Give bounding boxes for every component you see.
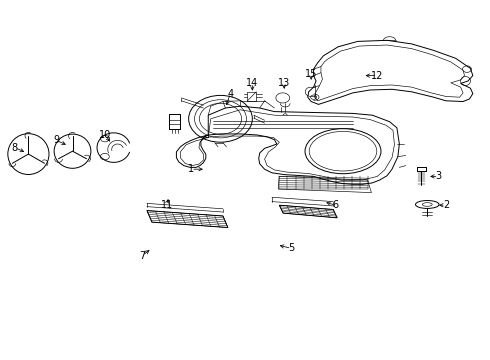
Text: 2: 2 [443, 200, 449, 210]
Text: 6: 6 [333, 200, 339, 210]
Text: 10: 10 [99, 130, 111, 140]
Text: 13: 13 [278, 78, 290, 88]
Text: 4: 4 [227, 89, 233, 99]
Text: 1: 1 [188, 164, 194, 174]
Text: 5: 5 [289, 243, 294, 253]
Text: 3: 3 [436, 171, 441, 181]
Text: 9: 9 [53, 135, 59, 145]
Text: 12: 12 [371, 71, 384, 81]
Text: 8: 8 [12, 143, 18, 153]
Text: 11: 11 [161, 200, 172, 210]
Text: 7: 7 [139, 251, 145, 261]
Text: 14: 14 [246, 78, 259, 88]
Text: 15: 15 [305, 69, 318, 79]
